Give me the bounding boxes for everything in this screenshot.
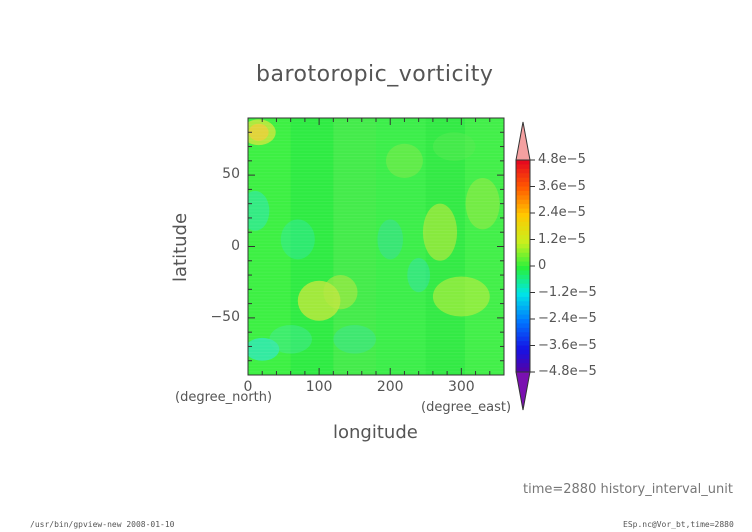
colorbar-extend-max xyxy=(515,121,531,161)
y-tick-label: −50 xyxy=(210,308,240,325)
y-tick-label: 0 xyxy=(231,237,240,254)
colorbar-tick-label: −2.4e−5 xyxy=(538,311,597,326)
colorbar-segment xyxy=(516,296,530,302)
x-tick-label: 300 xyxy=(447,379,475,395)
colorbar-segment xyxy=(516,217,530,223)
y-tick-label: 50 xyxy=(222,166,240,183)
colorbar-segment xyxy=(516,252,530,258)
x-tick-label: 200 xyxy=(376,379,404,395)
colorbar-segment xyxy=(516,358,530,364)
colorbar-segment xyxy=(516,226,530,232)
footer-right: ESp.nc@Vor_bt,time=2880 xyxy=(623,520,734,529)
x-axis-label: longitude xyxy=(333,422,418,443)
colorbar-segment xyxy=(516,230,530,236)
colorbar-segment xyxy=(516,314,530,320)
colorbar-segment xyxy=(516,279,530,285)
colorbar-segment xyxy=(516,310,530,316)
colorbar-segment xyxy=(516,164,530,170)
colorbar-segment xyxy=(516,190,530,196)
colorbar-segment xyxy=(516,243,530,249)
colorbar-segment xyxy=(516,319,530,324)
colorbar-segment xyxy=(516,168,530,174)
colorbar-segment xyxy=(516,208,530,214)
colorbar-segment xyxy=(516,182,530,187)
colorbar-segment xyxy=(516,292,530,298)
colorbar-segment xyxy=(516,266,530,271)
colorbar-segment xyxy=(516,270,530,276)
colorbar-segment xyxy=(516,305,530,311)
colorbar-segment xyxy=(516,195,530,201)
time-annotation: time=2880 history_interval_unit xyxy=(523,482,733,497)
colorbar-segment xyxy=(516,213,530,218)
colorbar-tick-label: −3.6e−5 xyxy=(538,337,597,353)
colorbar-tick-label: 4.8e−5 xyxy=(538,152,586,167)
colorbar-segment xyxy=(516,288,530,293)
colorbar-segment xyxy=(516,283,530,289)
colorbar-segment xyxy=(516,261,530,267)
colorbar-segment xyxy=(516,367,530,373)
colorbar-segment xyxy=(516,204,530,210)
footer-left: /usr/bin/gpview-new 2008-01-10 xyxy=(30,520,175,529)
colorbar-tick-label: −4.8e−5 xyxy=(538,364,597,379)
x-tick-label: 0 xyxy=(243,379,253,395)
colorbar-segment xyxy=(516,235,530,240)
x-tick-label: 100 xyxy=(305,379,333,395)
colorbar-segment xyxy=(516,221,530,227)
colorbar-segment xyxy=(516,274,530,280)
colorbar-segment xyxy=(516,301,530,307)
colorbar-segment xyxy=(516,239,530,245)
colorbar-tick-label: 3.6e−5 xyxy=(538,178,586,194)
colorbar-segment xyxy=(516,341,530,346)
colorbar-tick-label: 2.4e−5 xyxy=(538,205,586,220)
colorbar-segment xyxy=(516,186,530,192)
colorbar-segment xyxy=(516,336,530,342)
colorbar-segment xyxy=(516,177,530,183)
colorbar-extend-min xyxy=(515,371,531,411)
colorbar-segment xyxy=(516,327,530,333)
colorbar-segment xyxy=(516,354,530,360)
colorbar-tick-label: 0 xyxy=(538,258,547,273)
x-axis-unit: (degree_east) xyxy=(421,400,512,415)
y-axis-unit: (degree_north) xyxy=(175,390,273,405)
colorbar-segment xyxy=(516,160,530,165)
colorbar-segment xyxy=(516,199,530,205)
colorbar-segment xyxy=(516,349,530,355)
colorbar-segment xyxy=(516,257,530,263)
colorbar-segment xyxy=(516,173,530,179)
vorticity-field xyxy=(248,118,504,375)
colorbar-segment xyxy=(516,323,530,329)
colorbar-tick-label: −1.2e−5 xyxy=(538,284,597,300)
colorbar-segment xyxy=(516,363,530,369)
colorbar-segment xyxy=(516,345,530,351)
colorbar-tick-label: 1.2e−5 xyxy=(538,231,586,247)
colorbar-segment xyxy=(516,248,530,254)
colorbar-segment xyxy=(516,332,530,338)
